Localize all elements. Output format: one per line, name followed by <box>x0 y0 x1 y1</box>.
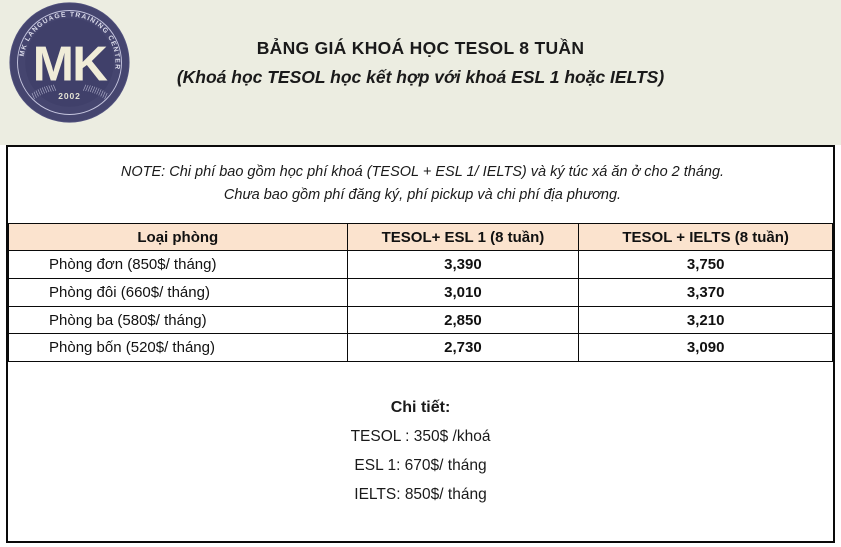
svg-text:2002: 2002 <box>58 91 80 101</box>
